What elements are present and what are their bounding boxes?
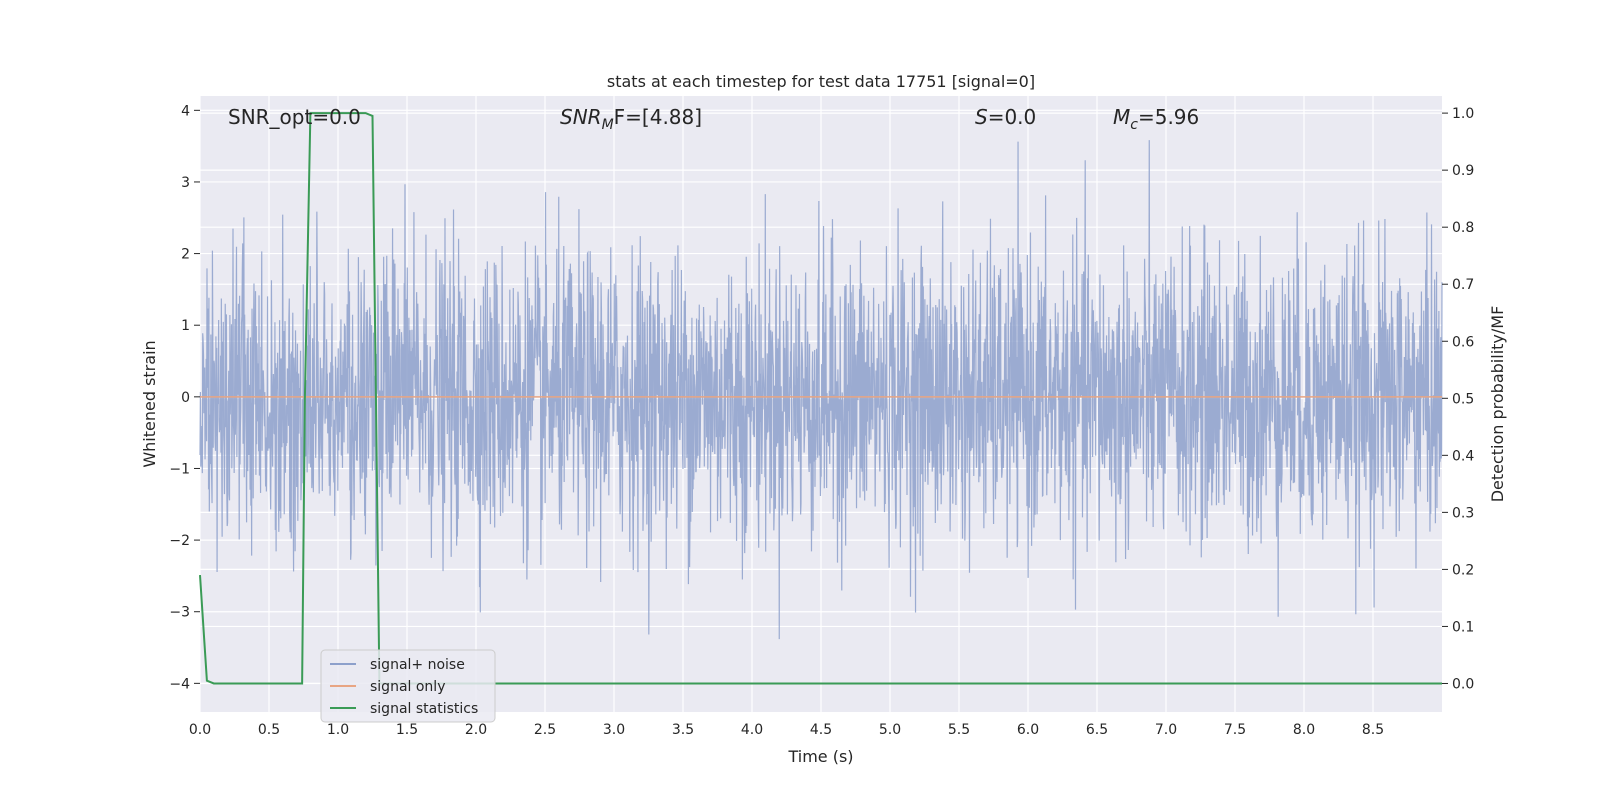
x-tick-label: 1.0 <box>327 722 349 738</box>
signal-noise-line <box>199 140 1443 640</box>
y-left-tick-label: 0 <box>181 390 190 406</box>
s-annotation: S=0.0 <box>975 105 1036 129</box>
y-left-tick-label: −3 <box>169 605 190 621</box>
y-right-tick-label: 0.9 <box>1452 163 1474 179</box>
snr-mf-annotation-base: SNR <box>560 105 602 129</box>
y-right-tick-label: 0.5 <box>1452 391 1474 407</box>
mc-annotation-base: M <box>1113 105 1130 129</box>
x-tick-label: 8.0 <box>1293 722 1315 738</box>
snr-mf-annotation: SNRMF=[4.88] <box>560 105 702 133</box>
y-right-tick-label: 0.2 <box>1452 562 1474 578</box>
snr-opt-annotation: SNR_opt=0.0 <box>228 105 361 129</box>
x-tick-label: 5.5 <box>948 722 970 738</box>
y-right-tick-label: 0.0 <box>1452 676 1474 692</box>
x-tick-label: 0.0 <box>189 722 211 738</box>
annotations: SNR_opt=0.0 SNRMF=[4.88] S=0.0 Mc=5.96 <box>228 105 1199 133</box>
y-left-tick-label: 1 <box>181 318 190 334</box>
x-tick-label: 0.5 <box>258 722 280 738</box>
legend-entry: signal statistics <box>370 701 478 717</box>
y-right-tick-label: 0.1 <box>1452 619 1474 635</box>
legend: signal+ noise signal only signal statistic… <box>320 649 496 723</box>
snr-mf-annotation-sub: M <box>602 117 614 133</box>
snr-mf-annotation-rest: F=[4.88] <box>614 105 702 129</box>
x-tick-label: 2.0 <box>465 722 487 738</box>
mc-annotation-rest: =5.96 <box>1138 105 1199 129</box>
x-axis-label: Time (s) <box>787 747 853 766</box>
y-left-tick-label: −4 <box>169 676 190 692</box>
legend-entry: signal only <box>370 679 445 695</box>
x-tick-label: 1.5 <box>396 722 418 738</box>
legend-entry: signal+ noise <box>370 657 465 673</box>
y-axis-label-right: Detection probability/MF <box>1488 306 1507 503</box>
y-right-tick-label: 1.0 <box>1452 106 1474 122</box>
y-right-tick-label: 0.7 <box>1452 277 1474 293</box>
x-tick-label: 6.5 <box>1086 722 1108 738</box>
y-axis-label-left: Whitened strain <box>140 340 159 467</box>
mc-annotation-sub: c <box>1130 117 1138 133</box>
y-left-tick-label: 2 <box>181 247 190 263</box>
mc-annotation: Mc=5.96 <box>1113 105 1199 133</box>
y-right-tick-label: 0.6 <box>1452 334 1474 350</box>
snr-opt-annotation-base: SNR_opt=0.0 <box>228 105 361 129</box>
x-tick-label: 7.5 <box>1224 722 1246 738</box>
chart-title: stats at each timestep for test data 177… <box>607 72 1035 91</box>
x-tick-label: 4.5 <box>810 722 832 738</box>
tick-labels: 0.0 0.5 1.0 1.5 2.0 2.5 3.0 3.5 4.0 4.5 5.0 5.5 6.0 6… <box>169 103 1474 738</box>
x-tick-label: 5.0 <box>879 722 901 738</box>
x-tick-label: 4.0 <box>741 722 763 738</box>
y-left-tick-label: 4 <box>181 103 190 119</box>
y-right-tick-label: 0.8 <box>1452 220 1474 236</box>
x-tick-label: 3.0 <box>603 722 625 738</box>
x-tick-label: 8.5 <box>1362 722 1384 738</box>
legend-box <box>320 649 496 723</box>
y-left-tick-label: −1 <box>169 461 190 477</box>
y-left-tick-label: 3 <box>181 175 190 191</box>
s-annotation-rest: =0.0 <box>988 105 1037 129</box>
x-tick-label: 2.5 <box>534 722 556 738</box>
y-left-tick-label: −2 <box>169 533 190 549</box>
x-tick-label: 7.0 <box>1155 722 1177 738</box>
y-right-tick-label: 0.3 <box>1452 505 1474 521</box>
s-annotation-base: S <box>975 105 988 129</box>
x-tick-label: 3.5 <box>672 722 694 738</box>
y-right-tick-label: 0.4 <box>1452 448 1474 464</box>
x-tick-label: 6.0 <box>1017 722 1039 738</box>
signal-noise-series <box>199 140 1443 640</box>
